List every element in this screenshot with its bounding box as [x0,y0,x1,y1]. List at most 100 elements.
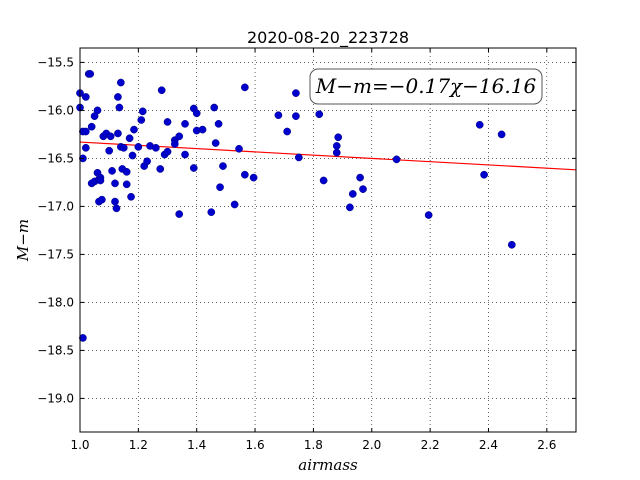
y-tick-label: −18.5 [37,343,74,357]
fit-line-layer [79,141,577,171]
x-tick-label: 2.4 [479,438,498,452]
data-point [114,93,122,101]
x-tick-label: 2.2 [421,438,440,452]
data-point [111,179,119,188]
data-point [86,70,95,78]
data-point [98,195,106,204]
x-tick-label: 1.0 [70,438,89,452]
data-point [475,120,484,129]
y-tick-label: −18.0 [37,295,74,309]
data-point [240,83,249,92]
data-point [274,111,283,120]
data-point [105,146,114,155]
chart-title: 2020-08-20_223728 [247,28,409,48]
data-point [115,103,124,112]
x-tick-labels: 1.0 1.2 1.4 1.6 1.8 2.0 2.2 2.4 2.6 [70,438,556,452]
data-point [152,143,160,152]
x-tick-label: 2.0 [362,438,381,452]
y-tick-label: −16.5 [37,151,74,165]
data-point [210,103,219,112]
data-point [181,119,189,128]
y-tick-label: −17.0 [37,199,74,213]
data-point [81,143,90,152]
data-point [497,130,506,139]
data-point [211,139,220,147]
data-point [235,144,243,153]
data-point [392,155,401,164]
data-point [138,107,147,116]
data-point [125,134,134,143]
data-point [192,109,201,118]
data-point [292,112,300,121]
data-point [157,86,166,95]
data-point [356,173,364,182]
data-point [163,118,172,126]
data-point [81,127,90,136]
data-point [122,167,131,176]
data-point [163,147,172,156]
x-tick-label: 1.2 [129,438,148,452]
fit-line [79,141,577,171]
data-point [170,140,179,148]
data-point [111,197,119,206]
grid-lines [79,48,576,432]
data-point [156,165,165,173]
data-point [108,167,116,175]
data-point [122,180,131,189]
data-point [334,133,343,142]
data-point [346,203,354,212]
x-tick-label: 2.6 [537,438,556,452]
data-point [134,143,143,151]
data-point [128,151,137,160]
data-point [130,125,138,134]
data-point [315,110,324,119]
x-axis-label: airmass [298,456,358,474]
y-tick-label: −16.0 [37,103,74,117]
data-points [76,70,516,342]
y-tick-label: −19.0 [37,391,74,405]
data-point [189,164,198,172]
data-point [116,78,125,87]
data-point [87,122,96,131]
x-tick-label: 1.4 [187,438,206,452]
x-tick-label: 1.8 [304,438,323,452]
data-point [96,176,105,185]
data-point [507,240,516,249]
data-point [219,162,227,170]
data-point [216,183,224,192]
data-point [240,170,249,179]
data-point [292,89,300,97]
data-point [348,190,357,198]
y-tick-labels: −15.5 −16.0 −16.5 −17.0 −17.5 −18.0 −18.5 −19.0 [37,55,74,405]
axis-ticks [79,48,576,432]
data-point [175,210,184,218]
fit-annotation-box [309,68,543,105]
data-point [249,173,258,182]
data-point [114,129,122,138]
y-axis-label: M−m [14,219,32,262]
y-tick-label: −15.5 [37,55,74,69]
x-tick-label: 1.6 [246,438,265,452]
data-point [127,192,135,201]
fit-annotation: M−m=−0.17χ−16.16 [309,68,543,105]
data-point [332,142,341,150]
plot-area-frame [79,47,577,433]
data-point [332,148,341,157]
data-point [175,132,184,141]
data-point [359,185,367,193]
data-point [93,106,102,115]
data-point [143,157,151,166]
data-point [214,119,223,128]
fit-annotation-text: M−m=−0.17χ−16.16 [315,74,537,98]
data-point [181,150,189,159]
y-tick-label: −17.5 [37,247,74,261]
data-point [137,116,146,124]
data-point [106,132,115,141]
data-point [294,153,303,162]
data-point [424,211,433,219]
data-point [207,208,216,217]
data-point [283,127,292,136]
data-point [319,176,328,185]
data-point [480,170,488,179]
data-point [198,125,207,134]
